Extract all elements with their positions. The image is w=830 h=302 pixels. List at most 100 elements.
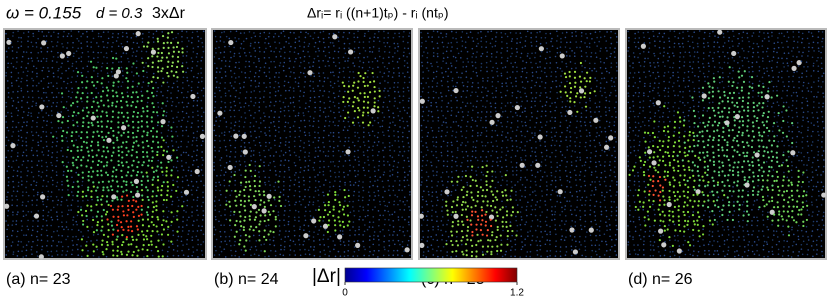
particle [364,145,366,147]
particle [426,106,428,108]
particle [384,51,386,53]
particle [565,106,567,108]
particle [342,151,344,153]
particle [57,70,59,72]
particle [136,156,138,158]
particle [389,155,391,157]
particle [96,154,98,156]
particle [516,38,518,40]
particle [357,107,359,109]
particle [590,56,592,58]
particle [230,51,232,53]
particle [323,166,325,168]
particle [422,165,424,167]
particle [451,80,453,82]
particle [77,87,79,89]
particle [141,184,143,186]
particle [433,155,435,157]
particle [125,184,127,186]
particle [193,220,195,222]
particle [67,110,69,112]
particle [76,101,78,103]
particle [382,142,384,144]
particle [103,209,105,211]
particle [71,131,73,133]
particle [480,134,482,136]
particle [496,125,498,127]
particle [224,134,226,136]
particle [565,76,567,78]
particle [132,115,134,117]
particle [461,72,463,74]
particle [298,86,300,88]
particle [133,33,135,35]
particle [163,139,165,141]
particle [28,112,30,114]
particle [275,72,277,74]
particle [273,121,275,123]
particle [596,71,598,73]
particle [16,61,18,63]
particle [72,199,74,201]
particle [566,146,568,148]
particle [323,161,325,163]
particle [339,224,341,226]
particle [251,37,253,39]
particle [383,102,385,104]
particle [599,126,601,128]
particle [63,174,65,176]
particle [285,98,287,100]
particle [339,47,341,49]
particle [364,33,366,35]
particle [303,229,305,231]
particle [532,137,534,139]
particle [284,57,286,59]
particle [157,218,159,220]
particle [116,181,118,183]
particle [269,32,271,34]
particle [224,131,226,133]
particle [107,189,109,191]
particle [75,81,77,83]
particle [298,36,300,38]
particle [225,75,227,77]
particle [147,180,149,182]
particle [347,255,349,257]
particle [70,104,72,106]
particle [146,51,148,53]
particle [505,95,507,97]
particle [304,156,306,158]
particle [369,251,371,253]
particle [549,67,551,69]
particle [378,239,380,241]
particle [143,161,145,163]
particle [106,164,108,166]
particle [166,199,168,201]
particle [171,140,173,142]
particle [324,47,326,49]
particle [374,120,376,122]
particle [373,250,375,252]
particle [254,219,256,221]
particle [244,161,246,163]
particle [507,71,509,73]
particle [481,46,483,48]
particle [260,159,262,161]
particle [616,66,618,68]
particle [31,115,33,117]
particle [157,66,159,68]
particle [197,256,199,258]
particle [21,100,23,102]
particle [288,224,290,226]
particle [77,106,79,108]
particle [220,215,222,217]
particle [91,199,93,201]
particle [155,200,157,202]
particle [566,51,568,53]
particle [458,125,460,127]
particle [522,125,524,127]
particle [53,231,55,233]
particle [433,175,435,177]
particle [467,81,469,83]
particle [304,215,306,217]
